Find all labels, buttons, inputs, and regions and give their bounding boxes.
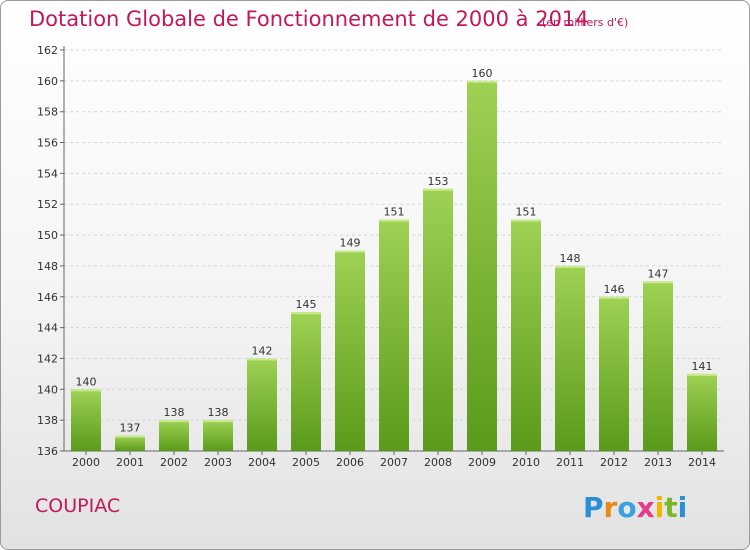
y-tick-label: 142 [37,352,58,365]
bar-2001 [115,435,145,451]
bar-highlight [687,373,717,376]
bar-highlight [203,420,233,423]
y-tick-label: 144 [37,322,58,335]
bar-highlight [599,296,629,299]
bar-2004 [247,358,277,451]
bar-2008 [423,188,453,452]
value-label: 149 [340,237,361,250]
bar-2012 [599,296,629,451]
bar-2014 [687,373,717,451]
value-label: 151 [516,206,537,219]
x-tick-label: 2009 [468,456,496,469]
bar-2010 [511,219,541,451]
x-tick-label: 2001 [116,456,144,469]
y-tick-label: 152 [37,198,58,211]
y-tick-label: 148 [37,260,58,273]
value-label: 137 [120,422,141,435]
value-label: 160 [472,67,493,80]
value-label: 147 [648,267,669,280]
bar-2007 [379,219,409,451]
bar-highlight [511,219,541,222]
bar-2013 [643,281,673,451]
x-tick-label: 2008 [424,456,452,469]
x-tick-label: 2013 [644,456,672,469]
proxiti-logo: Proxiti [583,491,687,524]
bar-highlight [467,80,497,83]
bar-highlight [71,389,101,392]
x-tick-label: 2004 [248,456,276,469]
y-tick-label: 150 [37,229,58,242]
bar-highlight [159,420,189,423]
bar-highlight [335,250,365,253]
value-label: 140 [76,375,97,388]
bar-2009 [467,80,497,451]
bar-2006 [335,250,365,451]
y-tick-label: 136 [37,445,58,458]
x-tick-label: 2002 [160,456,188,469]
bar-highlight [555,265,585,268]
bars [71,80,717,452]
value-label: 146 [604,283,625,296]
value-label: 142 [252,344,273,357]
x-tick-label: 2011 [556,456,584,469]
bar-2003 [203,420,233,451]
bar-2002 [159,420,189,451]
y-tick-label: 156 [37,137,58,150]
value-label: 151 [384,206,405,219]
y-tick-label: 138 [37,414,58,427]
chart-title: Dotation Globale de Fonctionnement de 20… [29,7,589,31]
x-tick-label: 2000 [72,456,100,469]
value-label: 138 [208,406,229,419]
value-label: 153 [428,175,449,188]
bar-2000 [71,389,101,451]
commune-name: COUPIAC [35,495,121,517]
value-label: 141 [692,360,713,373]
value-label: 138 [164,406,185,419]
x-tick-label: 2010 [512,456,540,469]
y-tick-label: 146 [37,291,58,304]
x-tick-label: 2006 [336,456,364,469]
bar-highlight [115,435,145,438]
labels: 136 138 140 142 144 146 148 150 152 154 156 158 160 1… [37,44,716,469]
bar-highlight [643,281,673,284]
svg-text:Proxiti: Proxiti [583,491,687,524]
bar-highlight [423,188,453,191]
value-label: 148 [560,252,581,265]
bar-highlight [379,219,409,222]
y-tick-label: 158 [37,106,58,119]
y-tick-label: 140 [37,383,58,396]
bar-highlight [247,358,277,361]
chart-unit: (en milliers d'€) [542,16,629,29]
bar-2005 [291,312,321,451]
x-tick-label: 2005 [292,456,320,469]
value-label: 145 [296,298,317,311]
bar-highlight [291,312,321,315]
x-tick-label: 2012 [600,456,628,469]
y-tick-label: 162 [37,44,58,57]
x-tick-label: 2003 [204,456,232,469]
bar-2011 [555,265,585,451]
y-tick-label: 154 [37,167,58,180]
x-tick-label: 2014 [688,456,716,469]
x-tick-label: 2007 [380,456,408,469]
y-tick-label: 160 [37,75,58,88]
